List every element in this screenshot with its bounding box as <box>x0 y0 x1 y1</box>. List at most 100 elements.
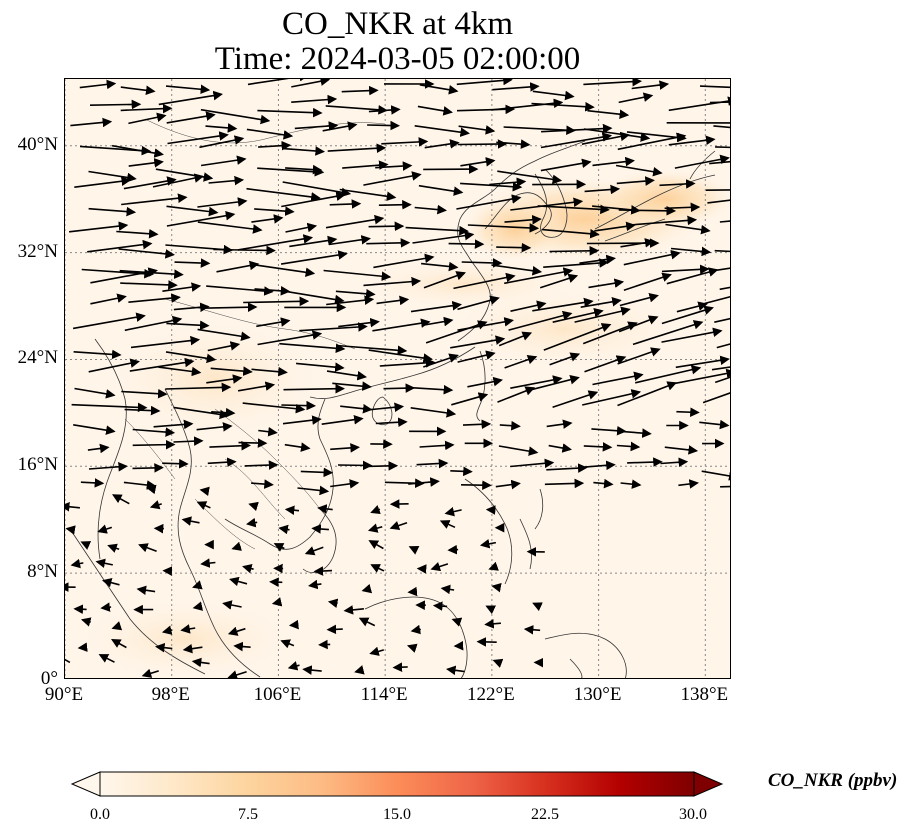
wind-arrow <box>257 330 323 346</box>
wind-arrow <box>485 605 497 615</box>
wind-arrow <box>138 543 157 553</box>
colorbar-max-extend <box>693 771 724 797</box>
wind-arrow <box>458 125 496 135</box>
wind-arrow <box>664 202 701 213</box>
wind-arrow <box>361 583 373 594</box>
wind-arrow <box>254 264 316 278</box>
wind-arrow <box>197 221 263 234</box>
wind-arrow <box>414 204 447 215</box>
wind-arrow <box>90 267 158 284</box>
wind-arrow <box>496 139 531 149</box>
wind-arrow <box>88 462 128 472</box>
wind-arrow <box>311 524 329 534</box>
wind-arrow <box>238 438 268 448</box>
wind-arrow <box>714 249 730 253</box>
wind-arrow <box>479 539 497 549</box>
wind-arrow <box>457 139 508 149</box>
wind-arrow <box>489 177 527 187</box>
wind-arrow <box>714 376 730 384</box>
wind-arrow <box>128 112 167 125</box>
wind-arrow <box>70 558 84 569</box>
wind-arrow <box>335 288 376 299</box>
wind-arrow <box>582 321 638 345</box>
wind-arrow <box>713 125 730 129</box>
wind-arrow <box>206 285 274 296</box>
wind-arrow <box>80 617 92 627</box>
lon-tick-label: 138°E <box>680 684 729 705</box>
wind-arrow <box>591 425 627 436</box>
wind-arrow <box>336 344 408 356</box>
wind-arrow <box>531 375 580 391</box>
wind-arrow <box>368 540 384 550</box>
wind-arrow <box>182 643 203 654</box>
map-canvas <box>65 79 730 678</box>
wind-arrow <box>196 501 211 511</box>
wind-arrow <box>408 545 420 555</box>
wind-arrow <box>549 352 581 366</box>
wind-arrow <box>460 480 492 490</box>
wind-arrow <box>257 107 323 118</box>
wind-arrow <box>257 167 325 177</box>
wind-arrow <box>457 350 496 363</box>
wind-arrow <box>423 353 459 368</box>
wind-arrow <box>242 402 306 414</box>
wind-arrow <box>368 221 405 232</box>
wind-arrow <box>716 343 730 349</box>
wind-arrow <box>615 164 663 177</box>
wind-arrow <box>417 105 453 116</box>
wind-arrow <box>543 323 612 351</box>
wind-arrow <box>583 79 642 87</box>
wind-arrow <box>161 625 173 635</box>
wind-arrow <box>367 523 383 533</box>
wind-arrow <box>251 479 274 489</box>
wind-arrow <box>546 463 588 473</box>
wind-arrow <box>118 248 175 259</box>
wind-arrow <box>413 384 454 395</box>
wind-arrow <box>659 179 696 189</box>
wind-arrow <box>702 392 730 404</box>
wind-arrow <box>244 460 279 470</box>
wind-arrow <box>424 139 460 149</box>
wind-arrow <box>107 543 120 553</box>
wind-arrow <box>110 639 127 649</box>
wind-arrow <box>383 383 416 393</box>
wind-arrow <box>421 261 459 272</box>
wind-arrow <box>291 94 338 105</box>
lat-tick-label: 24°N <box>17 347 58 369</box>
wind-arrow <box>73 349 122 360</box>
wind-arrow <box>233 641 251 652</box>
wind-arrow <box>491 264 543 276</box>
wind-arrow <box>379 358 436 368</box>
wind-arrow <box>358 617 376 627</box>
wind-arrow <box>291 79 331 88</box>
wind-arrow <box>74 387 116 399</box>
wind-arrow <box>200 155 247 167</box>
wind-arrow <box>174 258 211 268</box>
wind-arrow <box>619 293 659 307</box>
wind-arrow <box>543 258 609 268</box>
wind-arrow <box>206 374 243 384</box>
wind-arrow <box>498 445 539 456</box>
wind-arrow <box>207 457 237 467</box>
wind-arrow <box>327 143 387 154</box>
wind-arrow <box>670 246 712 257</box>
wind-arrow <box>132 439 176 450</box>
wind-arrow <box>713 267 730 272</box>
wind-arrow <box>484 619 501 629</box>
wind-arrow <box>709 101 730 104</box>
wind-arrow <box>70 117 113 128</box>
wind-arrow <box>166 320 210 331</box>
wind-arrow <box>363 276 422 287</box>
wind-arrow <box>414 125 470 137</box>
wind-arrow <box>540 132 613 149</box>
wind-arrow <box>227 626 246 636</box>
wind-arrow <box>65 658 71 664</box>
wind-arrow <box>631 80 670 90</box>
wind-arrow <box>720 485 730 488</box>
wind-arrow <box>130 335 201 349</box>
wind-vectors <box>65 79 730 678</box>
wind-arrow <box>256 317 291 328</box>
wind-arrow <box>510 300 547 312</box>
wind-arrow <box>676 407 700 418</box>
wind-arrow <box>167 131 229 145</box>
